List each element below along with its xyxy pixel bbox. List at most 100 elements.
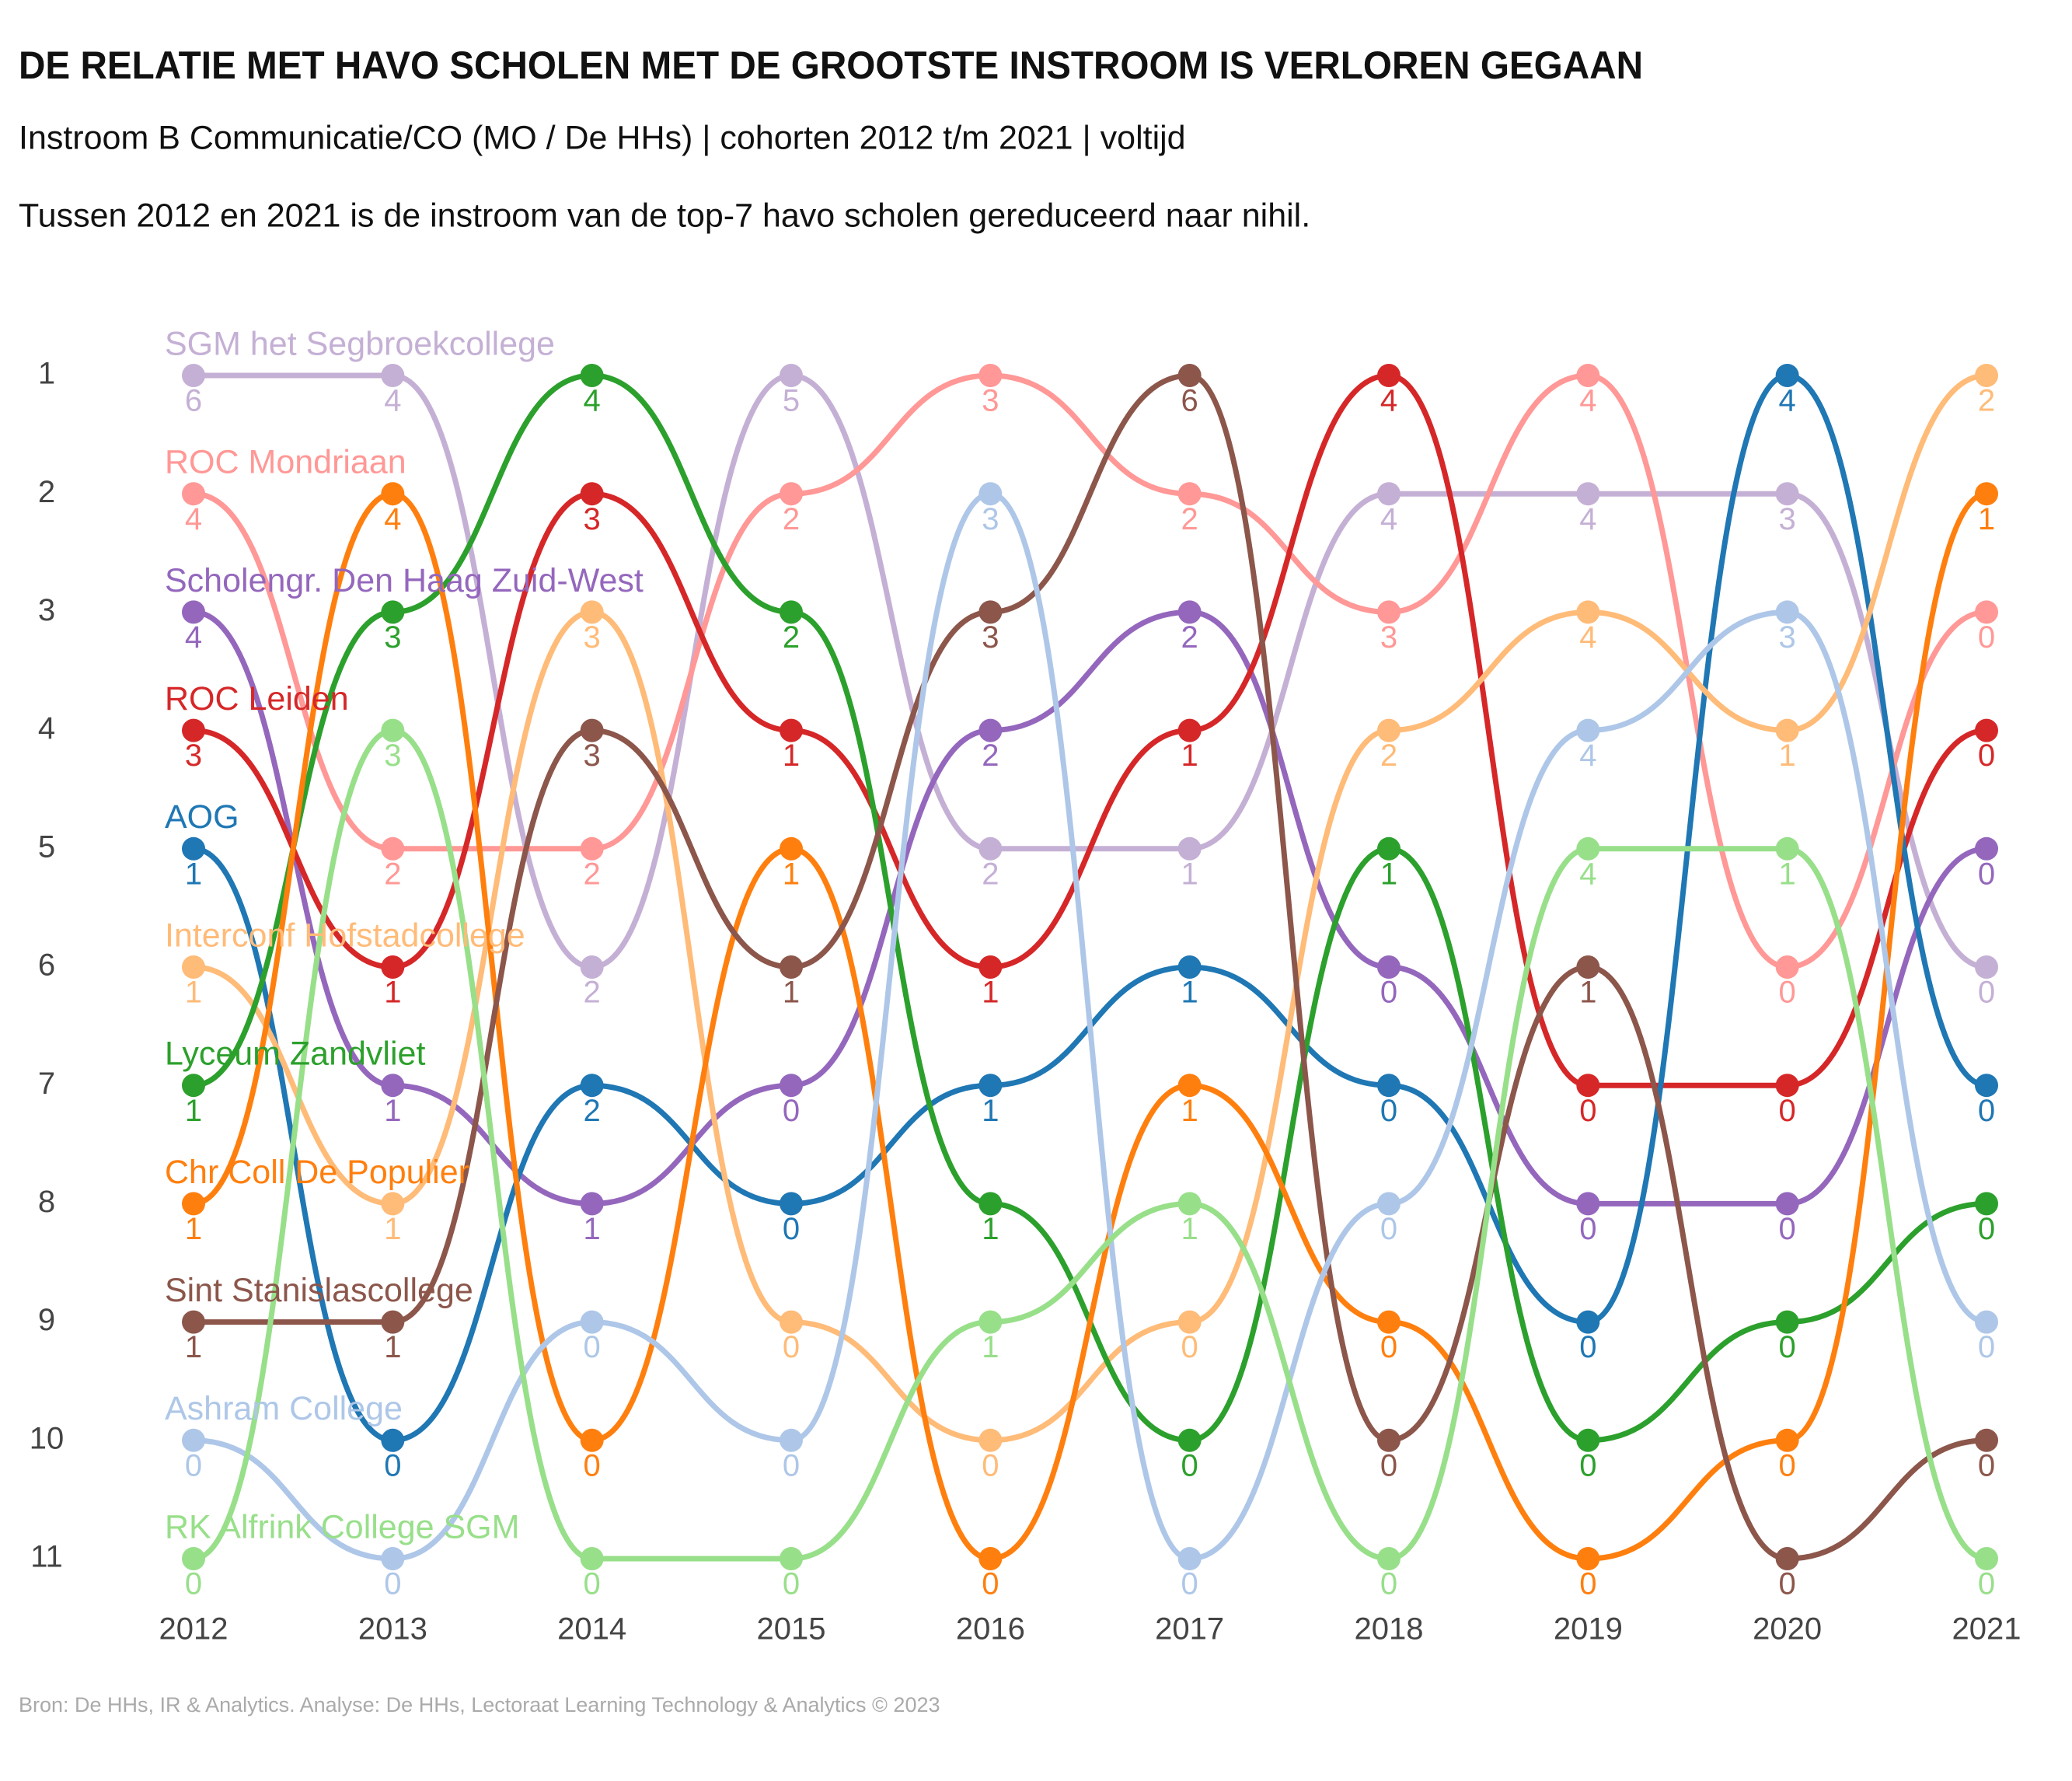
count-label: 4 xyxy=(584,384,601,418)
y-tick-label: 7 xyxy=(38,1067,55,1101)
rank-point xyxy=(1775,1428,1799,1452)
count-label: 1 xyxy=(1181,857,1198,891)
rank-point xyxy=(1975,1192,1998,1216)
count-label: 0 xyxy=(1978,1094,1995,1128)
rank-point xyxy=(182,1547,205,1570)
count-label: 4 xyxy=(1579,502,1596,536)
count-label: 0 xyxy=(1978,1212,1995,1246)
y-tick-label: 6 xyxy=(38,948,55,983)
x-tick-label: 2012 xyxy=(159,1612,228,1647)
rank-point xyxy=(381,1428,405,1452)
rank-point xyxy=(1975,1547,1998,1570)
count-label: 3 xyxy=(1779,502,1796,536)
series-label: Chr Coll De Populier xyxy=(165,1154,469,1191)
count-label: 2 xyxy=(1978,384,1995,418)
rank-line xyxy=(193,728,1987,1562)
count-label: 0 xyxy=(1978,739,1995,773)
rank-point xyxy=(1975,836,1998,861)
rank-point xyxy=(1775,955,1799,979)
series-label: ROC Mondriaan xyxy=(165,444,406,481)
rank-point xyxy=(1177,836,1202,861)
count-label: 2 xyxy=(584,857,601,891)
series-label: SGM het Segbroekcollege xyxy=(165,325,555,362)
rank-point xyxy=(381,600,405,624)
count-label: 6 xyxy=(185,384,202,418)
y-tick-label: 3 xyxy=(38,593,55,627)
count-label: 0 xyxy=(1380,1567,1397,1601)
rank-point xyxy=(1775,1192,1799,1216)
rank-point xyxy=(580,1310,604,1334)
x-tick-label: 2017 xyxy=(1155,1612,1224,1647)
rank-point xyxy=(1576,482,1600,506)
y-tick-label: 11 xyxy=(30,1540,63,1574)
rank-point xyxy=(182,600,205,624)
count-label: 1 xyxy=(1181,976,1198,1010)
rank-point xyxy=(381,1074,405,1098)
rank-point xyxy=(978,1428,1003,1452)
rank-line xyxy=(193,372,1987,1444)
series-label: Lyceum Zandvliet xyxy=(165,1035,425,1073)
rank-point xyxy=(978,836,1003,861)
count-label: 4 xyxy=(1380,502,1397,536)
rank-point xyxy=(1377,836,1401,861)
rank-point xyxy=(1177,482,1202,506)
source-note: Bron: De HHs, IR & Analytics. Analyse: D… xyxy=(19,1693,940,1716)
count-label: 0 xyxy=(783,1448,800,1482)
count-label: 2 xyxy=(982,739,999,773)
series-label: Ashram College xyxy=(165,1390,403,1427)
rank-point xyxy=(1177,1310,1202,1334)
count-label: 0 xyxy=(1978,976,1995,1010)
count-label: 0 xyxy=(1978,1330,1995,1364)
count-label: 0 xyxy=(384,1567,401,1601)
count-label: 2 xyxy=(1181,620,1198,655)
count-label: 3 xyxy=(982,620,999,655)
count-label: 0 xyxy=(185,1448,202,1482)
rank-point xyxy=(1775,1074,1799,1098)
rank-point xyxy=(978,482,1003,506)
count-label: 4 xyxy=(384,502,401,536)
rank-point xyxy=(580,364,604,387)
rank-point xyxy=(978,364,1003,387)
count-label: 4 xyxy=(1579,384,1596,418)
count-label: 1 xyxy=(384,1094,401,1128)
rank-point xyxy=(780,482,803,506)
count-label: 1 xyxy=(982,1330,999,1364)
count-label: 3 xyxy=(1779,620,1796,655)
y-tick-label: 8 xyxy=(38,1185,55,1219)
rank-point xyxy=(580,1547,604,1570)
count-label: 1 xyxy=(584,1212,601,1246)
rank-point xyxy=(1576,364,1600,387)
count-label: 3 xyxy=(584,620,601,655)
count-label: 2 xyxy=(982,857,999,891)
count-label: 4 xyxy=(1579,739,1596,773)
rank-point xyxy=(381,1192,405,1216)
count-label: 0 xyxy=(1779,1567,1796,1601)
rank-point xyxy=(580,482,604,506)
rank-point xyxy=(1576,1547,1600,1570)
count-label: 0 xyxy=(1380,1330,1397,1364)
rank-point xyxy=(1177,955,1202,979)
rank-point xyxy=(381,718,405,742)
chart-subtitle: Instroom B Communicatie/CO (MO / De HHs)… xyxy=(19,119,1186,156)
rank-point xyxy=(381,836,405,861)
count-label: 1 xyxy=(384,976,401,1010)
rank-point xyxy=(182,836,205,861)
rank-point xyxy=(381,955,405,979)
count-label: 0 xyxy=(1779,1448,1796,1482)
rank-point xyxy=(381,1547,405,1570)
count-label: 3 xyxy=(584,502,601,536)
rank-point xyxy=(182,482,205,506)
count-label: 0 xyxy=(584,1567,601,1601)
chart-title: DE RELATIE MET HAVO SCHOLEN MET DE GROOT… xyxy=(19,44,1643,87)
rank-point xyxy=(1177,600,1202,624)
rank-point xyxy=(1177,1074,1202,1098)
count-label: 2 xyxy=(783,620,800,655)
rank-point xyxy=(381,482,405,506)
count-label: 4 xyxy=(384,384,401,418)
count-label: 2 xyxy=(584,1094,601,1128)
rank-point xyxy=(978,1074,1003,1098)
rank-point xyxy=(1177,1547,1202,1570)
count-label: 1 xyxy=(384,1212,401,1246)
rank-point xyxy=(1377,1428,1401,1452)
rank-point xyxy=(1975,482,1998,506)
